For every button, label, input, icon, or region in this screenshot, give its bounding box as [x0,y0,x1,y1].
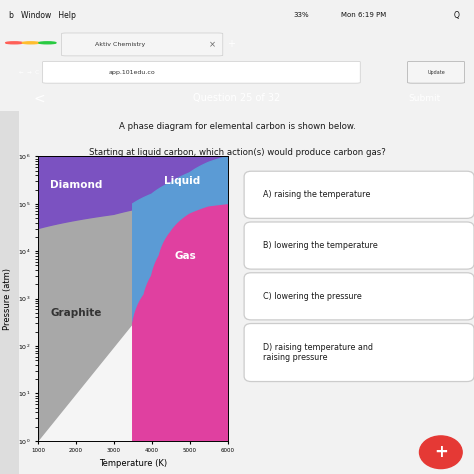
Text: app.101edu.co: app.101edu.co [109,70,156,75]
Text: B) lowering the temperature: B) lowering the temperature [263,241,378,250]
FancyBboxPatch shape [244,222,474,269]
Text: A phase diagram for elemental carbon is shown below.: A phase diagram for elemental carbon is … [118,122,356,131]
Text: +: + [228,39,236,49]
FancyBboxPatch shape [408,61,465,83]
Polygon shape [133,205,228,441]
FancyBboxPatch shape [62,33,223,56]
Circle shape [22,42,39,44]
Text: +: + [434,443,448,461]
Text: Graphite: Graphite [50,308,101,318]
Circle shape [419,436,462,469]
Polygon shape [133,156,228,323]
FancyBboxPatch shape [244,273,474,320]
Text: C) lowering the pressure: C) lowering the pressure [263,292,362,301]
Text: Aktiv Chemistry: Aktiv Chemistry [95,42,145,47]
FancyBboxPatch shape [244,324,474,382]
Bar [0,111,19,474]
Text: Q: Q [454,11,460,20]
FancyBboxPatch shape [43,61,360,83]
Text: ×: × [209,40,216,49]
Text: b   Window   Help: b Window Help [9,11,76,20]
Text: <: < [33,91,45,105]
Text: Liquid: Liquid [164,176,200,186]
Text: Starting at liquid carbon, which action(s) would produce carbon gas?: Starting at liquid carbon, which action(… [89,148,385,156]
Text: Mon 6:19 PM: Mon 6:19 PM [341,12,386,18]
Polygon shape [38,156,228,228]
Polygon shape [38,204,152,441]
Text: Update: Update [427,70,445,75]
FancyBboxPatch shape [244,171,474,219]
X-axis label: Temperature (K): Temperature (K) [99,459,167,468]
Text: Submit: Submit [409,94,441,103]
Text: Gas: Gas [175,251,197,261]
Text: A) raising the temperature: A) raising the temperature [263,190,371,199]
Y-axis label: Pressure (atm): Pressure (atm) [3,268,12,329]
Text: D) raising temperature and
raising pressure: D) raising temperature and raising press… [263,343,373,362]
Circle shape [39,42,56,44]
Circle shape [6,42,23,44]
Text: Diamond: Diamond [50,180,102,190]
Text: 33%: 33% [294,12,310,18]
Text: ←  →  C: ← → C [19,70,39,75]
Text: Question 25 of 32: Question 25 of 32 [193,93,281,103]
